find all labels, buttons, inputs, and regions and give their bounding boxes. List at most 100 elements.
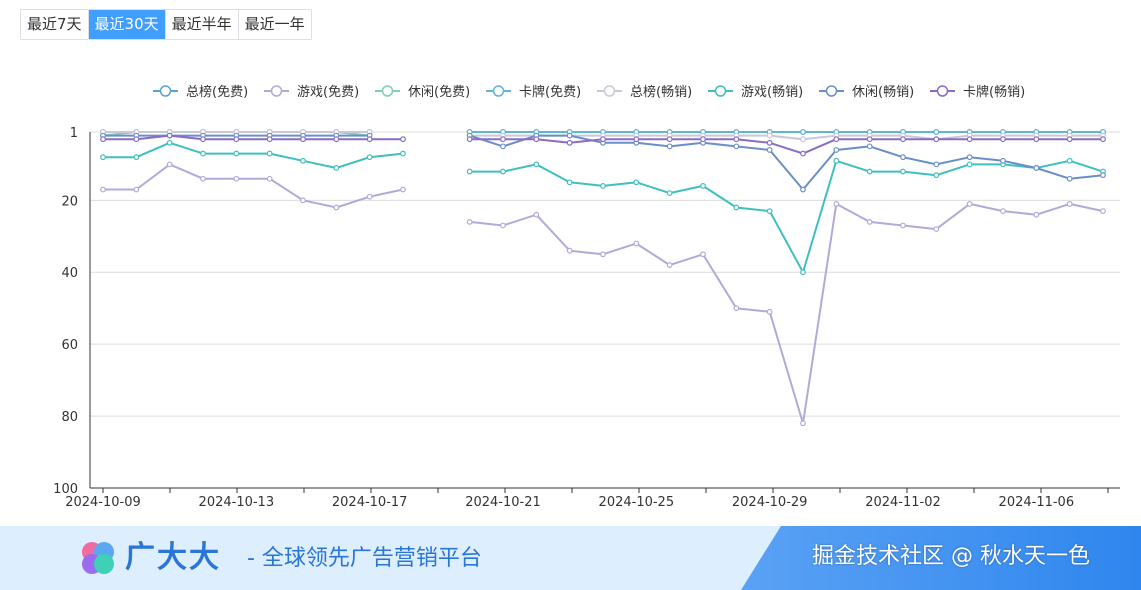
data-point[interactable] xyxy=(266,136,273,143)
data-point[interactable] xyxy=(733,204,740,211)
data-point[interactable] xyxy=(500,168,506,175)
data-point[interactable] xyxy=(1066,136,1073,143)
data-point[interactable] xyxy=(900,154,906,161)
range-tab-half-year[interactable]: 最近半年 xyxy=(166,10,239,39)
data-point[interactable] xyxy=(500,143,506,150)
data-point[interactable] xyxy=(933,226,940,232)
data-point[interactable] xyxy=(566,247,573,254)
data-point[interactable] xyxy=(766,139,773,146)
range-tab-7d[interactable]: 最近7天 xyxy=(21,10,89,39)
data-point[interactable] xyxy=(200,136,206,143)
range-tab-1y[interactable]: 最近一年 xyxy=(244,15,305,33)
data-point[interactable] xyxy=(666,262,673,268)
legend-item[interactable]: 卡牌(免费) xyxy=(486,84,581,100)
data-point[interactable] xyxy=(766,208,773,215)
data-point[interactable] xyxy=(266,150,273,157)
data-point[interactable] xyxy=(133,136,140,143)
data-point[interactable] xyxy=(900,168,906,175)
data-point[interactable] xyxy=(200,150,206,157)
data-point[interactable] xyxy=(1000,208,1006,215)
data-point[interactable] xyxy=(866,168,873,175)
data-point[interactable] xyxy=(133,186,140,193)
legend-item[interactable]: 游戏(畅销) xyxy=(708,85,803,100)
data-point[interactable] xyxy=(566,139,573,146)
data-point[interactable] xyxy=(566,132,573,139)
data-point[interactable] xyxy=(800,136,806,143)
data-point[interactable] xyxy=(533,161,540,168)
data-point[interactable] xyxy=(733,305,740,312)
data-point[interactable] xyxy=(400,186,406,193)
data-point[interactable] xyxy=(833,157,840,164)
data-point[interactable] xyxy=(1066,201,1073,207)
data-point[interactable] xyxy=(466,136,473,143)
data-point[interactable] xyxy=(933,172,940,179)
data-point[interactable] xyxy=(900,136,906,143)
data-point[interactable] xyxy=(333,136,340,143)
data-point[interactable] xyxy=(1033,136,1040,143)
data-point[interactable] xyxy=(1100,136,1106,143)
data-point[interactable] xyxy=(1100,172,1106,179)
data-point[interactable] xyxy=(1033,165,1040,171)
data-point[interactable] xyxy=(333,204,340,211)
data-point[interactable] xyxy=(466,168,473,175)
legend-item[interactable]: 游戏(免费) xyxy=(264,85,359,100)
data-point[interactable] xyxy=(1066,157,1073,164)
data-point[interactable] xyxy=(933,129,940,135)
data-point[interactable] xyxy=(333,165,340,171)
data-point[interactable] xyxy=(800,186,806,193)
data-point[interactable] xyxy=(800,269,806,276)
data-point[interactable] xyxy=(766,132,773,139)
data-point[interactable] xyxy=(966,154,973,161)
data-point[interactable] xyxy=(933,161,940,168)
data-point[interactable] xyxy=(300,136,306,143)
data-point[interactable] xyxy=(600,183,606,189)
data-point[interactable] xyxy=(166,161,173,168)
data-point[interactable] xyxy=(100,186,106,193)
data-point[interactable] xyxy=(166,132,173,139)
data-point[interactable] xyxy=(100,154,106,161)
data-point[interactable] xyxy=(1100,208,1106,215)
data-point[interactable] xyxy=(166,139,173,146)
data-point[interactable] xyxy=(100,136,106,143)
data-point[interactable] xyxy=(366,193,373,200)
data-point[interactable] xyxy=(400,150,406,157)
data-point[interactable] xyxy=(900,222,906,229)
data-point[interactable] xyxy=(666,136,673,143)
legend-item[interactable]: 总榜(畅销) xyxy=(597,84,692,100)
data-point[interactable] xyxy=(800,129,806,135)
data-point[interactable] xyxy=(700,183,706,189)
data-point[interactable] xyxy=(300,197,306,204)
data-point[interactable] xyxy=(966,161,973,168)
data-point[interactable] xyxy=(866,218,873,225)
data-point[interactable] xyxy=(1033,211,1040,218)
data-point[interactable] xyxy=(500,222,506,229)
data-point[interactable] xyxy=(366,154,373,161)
data-point[interactable] xyxy=(766,308,773,315)
data-point[interactable] xyxy=(500,136,506,143)
legend-item[interactable]: 总榜(免费) xyxy=(153,84,248,100)
data-point[interactable] xyxy=(633,179,640,186)
data-point[interactable] xyxy=(700,251,706,258)
data-point[interactable] xyxy=(300,157,306,164)
data-point[interactable] xyxy=(533,211,540,218)
data-point[interactable] xyxy=(233,150,240,157)
data-point[interactable] xyxy=(800,150,806,157)
data-point[interactable] xyxy=(133,154,140,161)
data-point[interactable] xyxy=(666,143,673,150)
data-point[interactable] xyxy=(866,136,873,143)
data-point[interactable] xyxy=(700,136,706,143)
legend-item[interactable]: 休闲(畅销) xyxy=(819,85,914,100)
data-point[interactable] xyxy=(1000,157,1006,164)
data-point[interactable] xyxy=(866,143,873,150)
legend-item[interactable]: 卡牌(畅销) xyxy=(930,84,1025,100)
data-point[interactable] xyxy=(600,136,606,143)
data-point[interactable] xyxy=(966,136,973,143)
data-point[interactable] xyxy=(966,201,973,207)
data-point[interactable] xyxy=(233,136,240,143)
data-point[interactable] xyxy=(233,175,240,182)
range-tab-30d[interactable]: 最近30天 xyxy=(88,10,166,39)
data-point[interactable] xyxy=(633,240,640,247)
data-point[interactable] xyxy=(400,136,406,143)
data-point[interactable] xyxy=(666,190,673,197)
data-point[interactable] xyxy=(533,136,540,143)
